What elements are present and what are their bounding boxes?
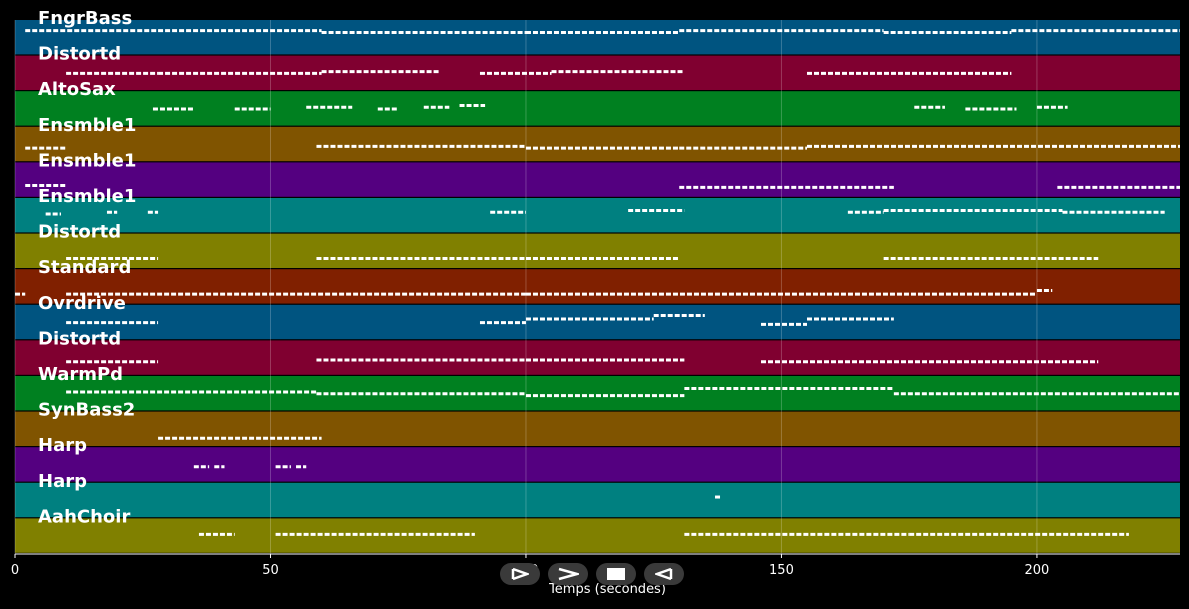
x-axis-label: Temps (secondes)	[548, 582, 666, 597]
track-lane	[15, 411, 1180, 446]
back-icon	[655, 567, 673, 581]
track-lane	[15, 233, 1180, 268]
track-lane	[15, 340, 1180, 375]
stop-button[interactable]	[596, 563, 636, 585]
chevron-right-icon	[558, 567, 579, 581]
track-lane	[15, 269, 1180, 304]
track-lane	[15, 20, 1180, 55]
track-label: Distortd	[38, 328, 121, 349]
track-label: Ensmble1	[38, 150, 136, 171]
track-label: AltoSax	[38, 79, 116, 100]
x-tick-label: 200	[1025, 563, 1050, 578]
track-label: FngrBass	[38, 8, 132, 29]
play-icon	[511, 567, 529, 581]
track-label: Harp	[38, 471, 87, 492]
track-label: Ovrdrive	[38, 293, 126, 314]
track-label: WarmPd	[38, 364, 123, 385]
track-label: Harp	[38, 435, 87, 456]
stop-icon	[607, 568, 625, 580]
track-label: Ensmble1	[38, 186, 136, 207]
track-lane	[15, 162, 1180, 197]
track-lane	[15, 518, 1180, 553]
play-button[interactable]	[500, 563, 540, 585]
track-lane	[15, 91, 1180, 126]
track-lane	[15, 482, 1180, 518]
track-label: Distortd	[38, 222, 121, 243]
playback-controls	[500, 563, 684, 587]
x-tick-label: 50	[262, 563, 279, 578]
x-tick-label: 150	[769, 563, 794, 578]
track-lane	[15, 304, 1180, 340]
back-button[interactable]	[644, 563, 684, 585]
track-label: Ensmble1	[38, 115, 136, 136]
track-label: Distortd	[38, 44, 121, 65]
track-lane	[15, 126, 1180, 162]
x-tick-label: 0	[11, 563, 19, 578]
forward-button[interactable]	[548, 563, 588, 585]
track-lane	[15, 447, 1180, 482]
track-label: Standard	[38, 257, 131, 278]
track-lane	[15, 198, 1180, 233]
track-label: SynBass2	[38, 400, 135, 421]
track-label: AahChoir	[38, 506, 130, 527]
